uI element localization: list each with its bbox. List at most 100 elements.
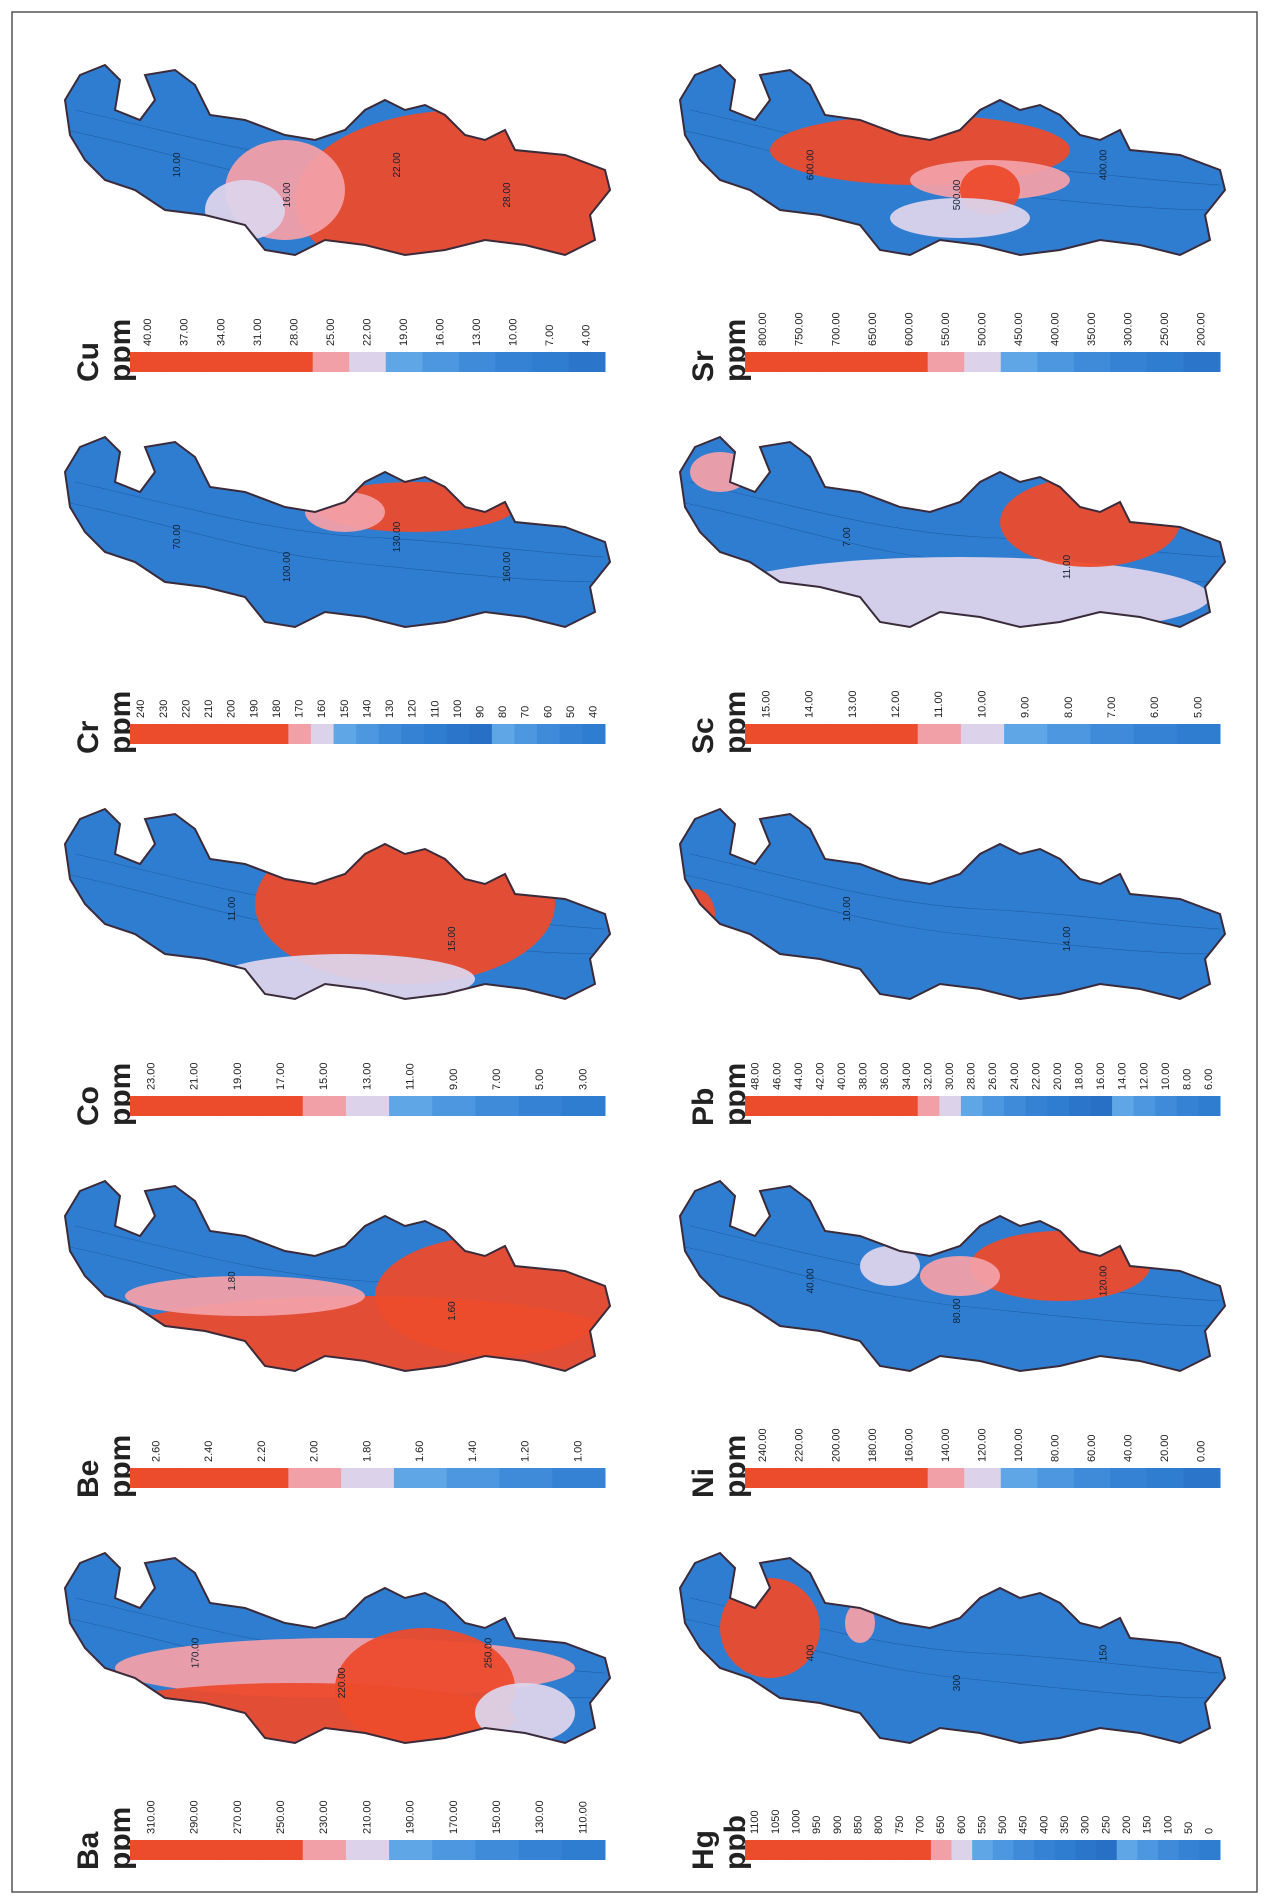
legend-swatch [918, 724, 962, 744]
legend-label: 350 [1059, 1816, 1071, 1834]
legend-swatch [766, 1840, 787, 1860]
legend-swatch [869, 1840, 890, 1860]
map-panel: 70.00100.00130.00160.00Crppm240230220210… [45, 412, 625, 754]
legend-swatch [266, 724, 289, 744]
legend-swatch [130, 1468, 183, 1488]
legend-swatch [807, 1840, 828, 1860]
legend-swatch [875, 1096, 897, 1116]
legend-label: 400.00 [1049, 312, 1061, 346]
map-fill [660, 1156, 1240, 1386]
legend-swatch [537, 724, 560, 744]
legend-label: 150 [1142, 1816, 1154, 1834]
map-panel: 400300150Hgppb11001050100095090085080075… [660, 1528, 1240, 1870]
legend-swatch [964, 1468, 1001, 1488]
legend-swatch [810, 1096, 832, 1116]
legend-swatch [389, 1096, 433, 1116]
legend-swatch [1075, 1840, 1096, 1860]
unit-label: ppm [719, 319, 752, 382]
map-fill [45, 1528, 625, 1758]
legend-swatch [303, 1096, 347, 1116]
legend-label: 44.00 [793, 1062, 805, 1090]
legend-swatch [961, 724, 1005, 744]
legend-label: 550 [976, 1816, 988, 1834]
legend-label: 800 [873, 1816, 885, 1834]
legend-swatch [276, 352, 313, 372]
legend-swatch [1134, 1096, 1156, 1116]
map-fill [660, 784, 1240, 1014]
legend-label: 40.00 [836, 1062, 848, 1090]
legend-label: 250.00 [275, 1800, 287, 1834]
legend-label: 8.00 [1063, 697, 1075, 718]
legend-label: 31.00 [252, 318, 264, 346]
legend-label: 100 [452, 700, 464, 718]
legend-swatch [961, 1096, 983, 1116]
legend-label: 16.00 [434, 318, 446, 346]
legend-swatch [1047, 724, 1091, 744]
legend-label: 160.00 [903, 1428, 915, 1462]
legend-swatch [828, 1840, 849, 1860]
legend-label: 950 [811, 1816, 823, 1834]
legend-swatch [831, 1096, 853, 1116]
legend-label: 110.00 [577, 1801, 589, 1834]
legend-label: 37.00 [179, 318, 191, 346]
legend-label: 800.00 [757, 312, 769, 346]
legend-swatch [1158, 1840, 1179, 1860]
legend-swatch [515, 724, 538, 744]
legend-swatch [130, 724, 153, 744]
map-panel: 7.0011.00Scppm15.0014.0013.0012.0011.001… [660, 412, 1240, 754]
legend-swatch [356, 724, 379, 744]
legend-label: 46.00 [771, 1062, 783, 1090]
legend-label: 40 [588, 706, 600, 718]
map-fill [660, 412, 1240, 642]
legend-swatch [1074, 1468, 1111, 1488]
legend-label: 8.00 [1182, 1069, 1194, 1090]
map-panel: 1.801.60Beppm2.602.402.202.001.801.601.4… [45, 1156, 625, 1498]
element-label: Cu [72, 342, 105, 382]
legend-label: 90 [475, 706, 487, 718]
legend-label: 200 [226, 700, 238, 718]
legend-swatch [818, 1468, 855, 1488]
contour-label: 11.00 [1062, 554, 1073, 579]
page: 10.0016.0022.0028.00Cuppm40.0037.0034.00… [0, 0, 1269, 1903]
legend-label: 70 [520, 706, 532, 718]
legend-swatch [875, 724, 919, 744]
contour-label: 120.00 [1099, 1265, 1110, 1296]
legend-label: 10.00 [1160, 1062, 1172, 1090]
map-fill [45, 1156, 625, 1386]
legend-swatch [243, 724, 266, 744]
legend-label: 120.00 [976, 1428, 988, 1462]
legend-swatch [495, 352, 532, 372]
contour-label: 130.00 [392, 521, 403, 552]
legend-swatch [1147, 1468, 1184, 1488]
legend-label: 40.00 [142, 318, 154, 346]
legend-swatch [447, 1468, 500, 1488]
map-zone [1000, 477, 1180, 567]
legend-swatch [1137, 1840, 1158, 1860]
legend-label: 750.00 [794, 312, 806, 346]
legend-swatch [1177, 724, 1221, 744]
legend-label: 300 [1080, 1816, 1092, 1834]
legend-swatch [346, 1840, 390, 1860]
legend-label: 900 [832, 1816, 844, 1834]
legend-swatch [130, 1840, 174, 1860]
element-label: Co [72, 1086, 105, 1126]
legend-label: 180.00 [867, 1428, 879, 1462]
legend-swatch [1110, 1468, 1147, 1488]
legend-label: 500.00 [976, 312, 988, 346]
legend-swatch [582, 724, 605, 744]
legend-label: 1.20 [520, 1441, 532, 1462]
legend-swatch [918, 1096, 940, 1116]
legend-label: 9.00 [1020, 697, 1032, 718]
legend-label: 19.00 [232, 1062, 244, 1090]
contour-label: 14.00 [1062, 926, 1073, 951]
contour-label: 1.60 [447, 1301, 458, 1321]
map-fill [45, 784, 625, 1014]
legend-swatch [475, 1840, 519, 1860]
legend-label: 26.00 [987, 1062, 999, 1090]
legend-swatch [183, 1468, 236, 1488]
legend-swatch [818, 352, 855, 372]
legend-swatch [303, 1840, 347, 1860]
legend-label: 13.00 [361, 1062, 373, 1090]
legend-swatch [560, 724, 583, 744]
legend-label: 13.00 [471, 318, 483, 346]
